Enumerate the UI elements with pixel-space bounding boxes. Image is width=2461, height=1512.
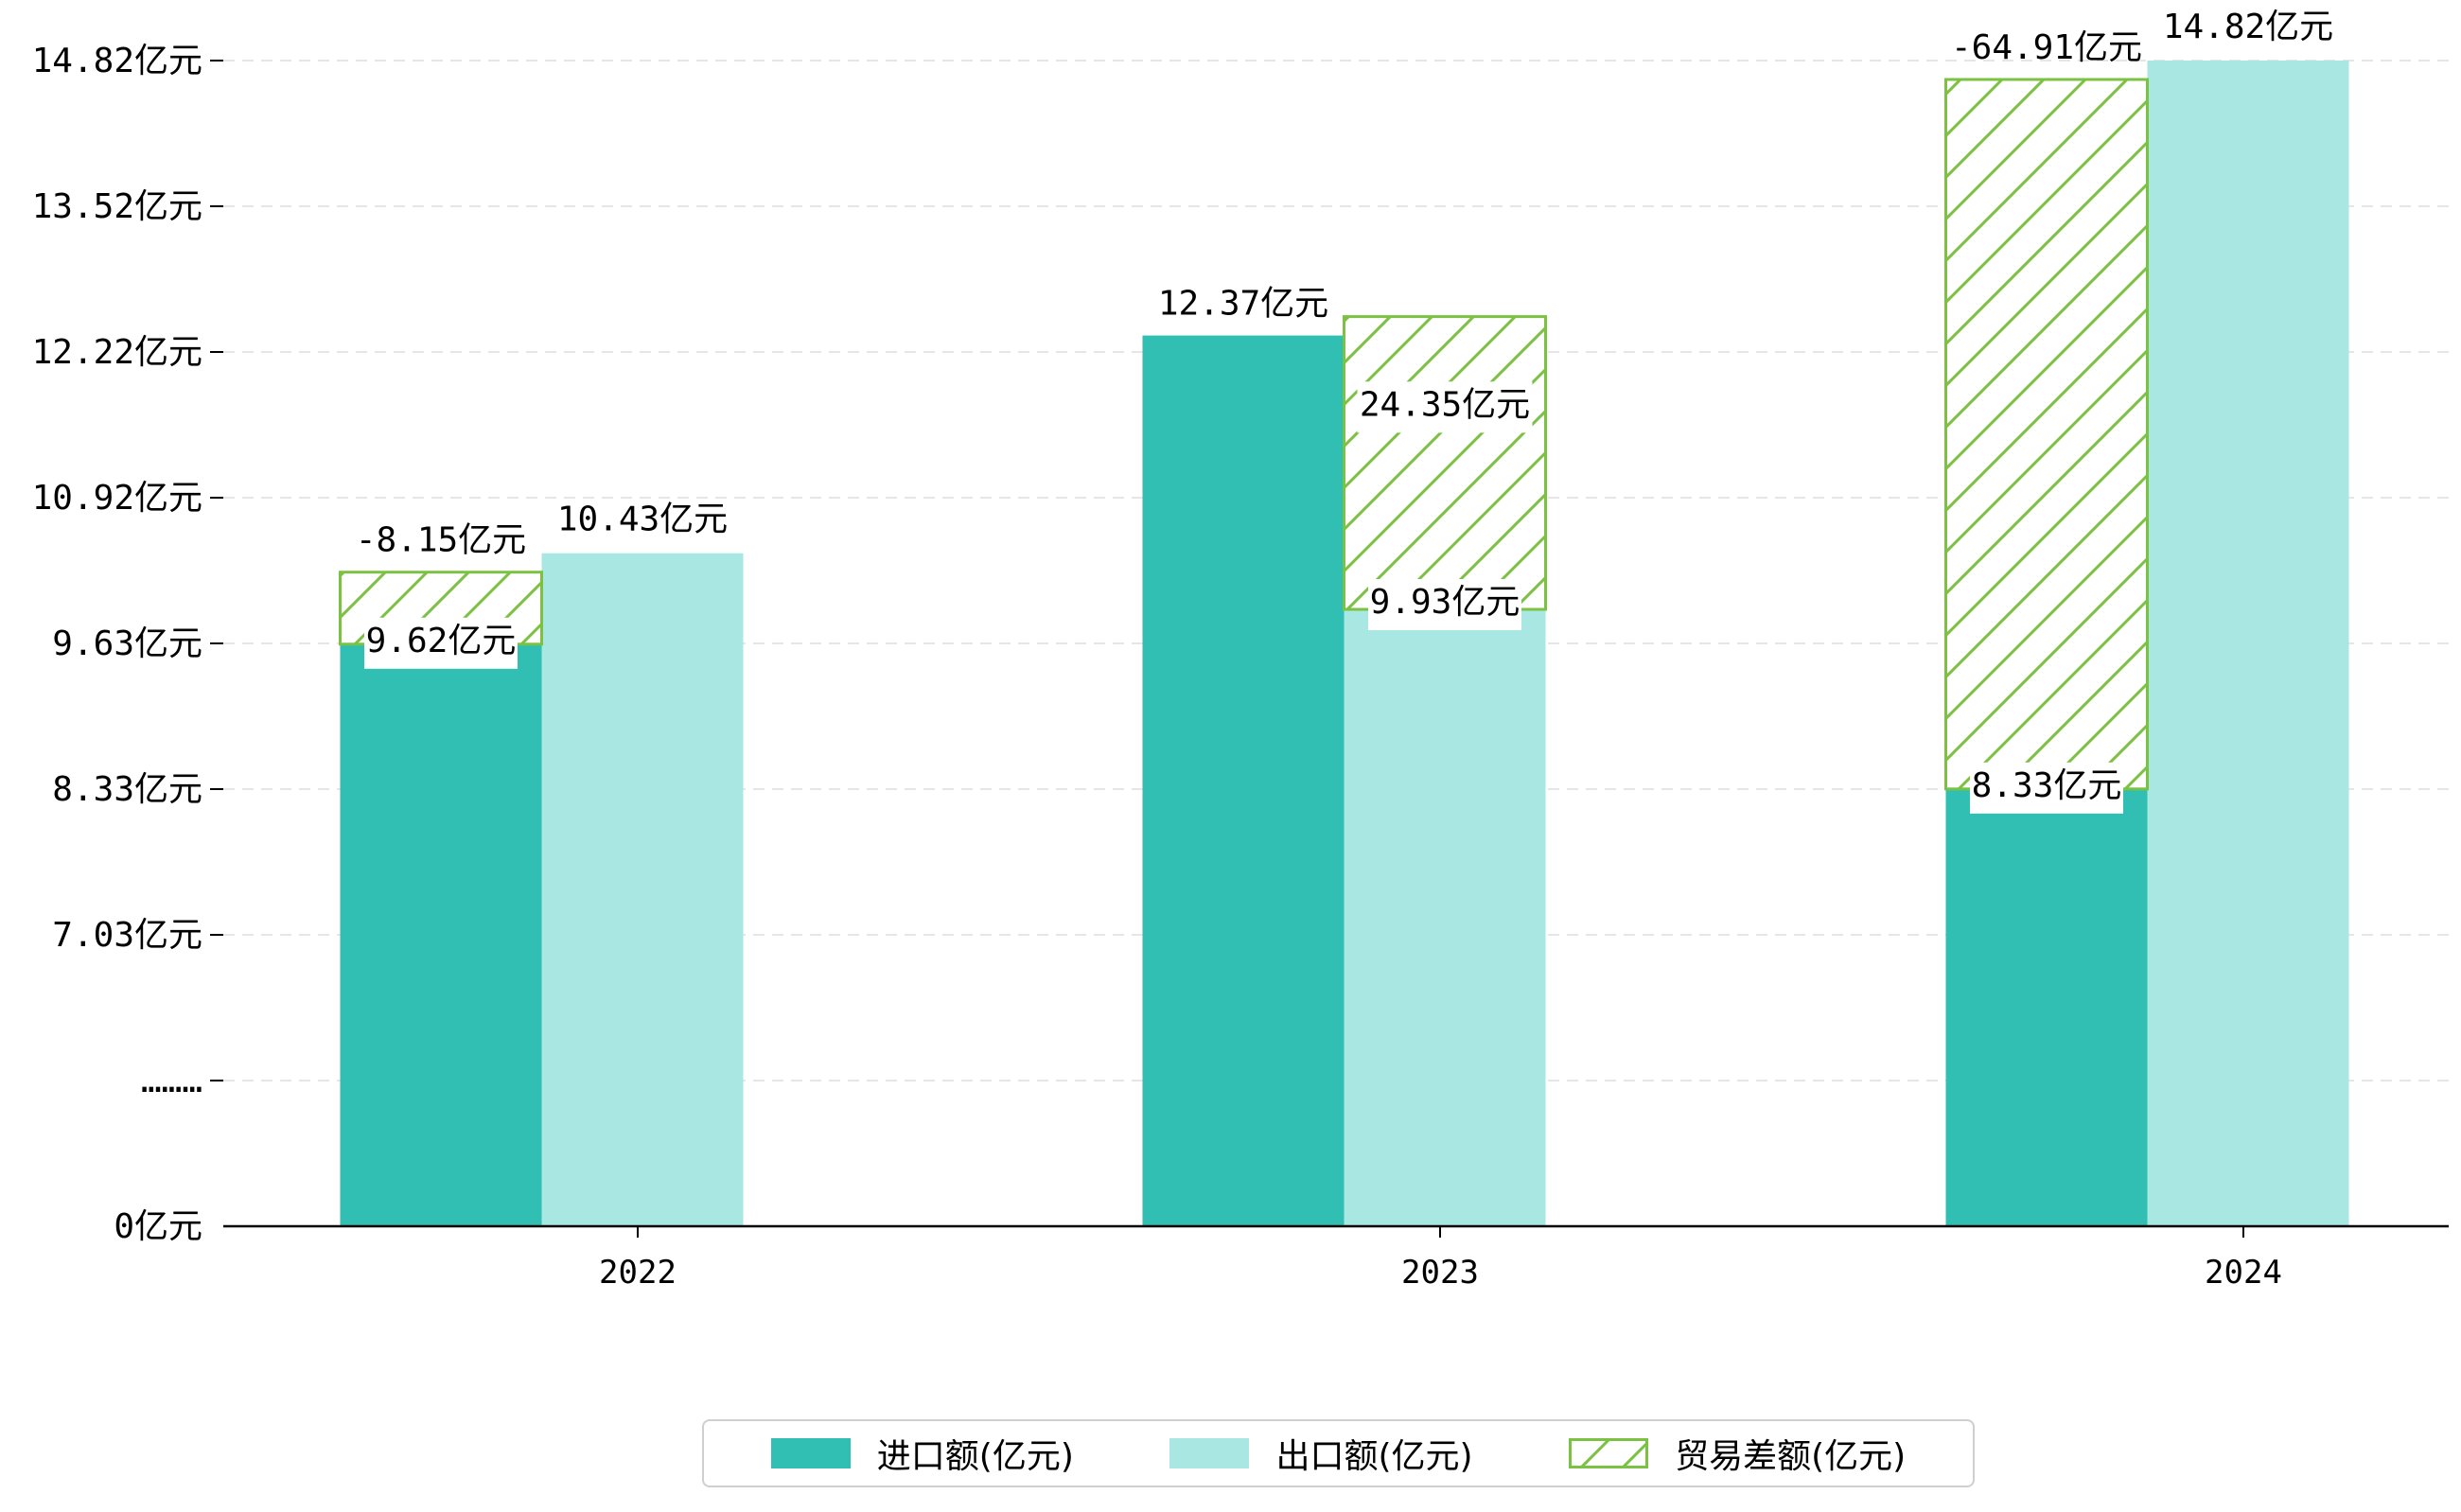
y-tick-label: 9.63亿元 <box>52 624 202 663</box>
legend-label-import: 进口额(亿元) <box>876 1437 1074 1476</box>
label-balance-2024-text: -64.91亿元 <box>1951 28 2142 67</box>
legend-item-balance: 贸易差额(亿元) <box>1569 1429 1906 1478</box>
x-tick-label: 2024 <box>2205 1254 2282 1292</box>
label-balance-2022: -8.15亿元 <box>356 521 526 560</box>
label-export-2024: 14.82亿元 <box>2163 8 2333 46</box>
bar-import-2023 <box>1142 335 1345 1226</box>
legend-item-export: 出口额(亿元) <box>1169 1429 1473 1478</box>
label-balance-2024: -64.91亿元 <box>1951 28 2142 67</box>
legend-label-balance: 贸易差额(亿元) <box>1675 1437 1907 1476</box>
label-import-2023-text: 12.37亿元 <box>1158 285 1328 324</box>
bar-export-2022 <box>541 553 744 1226</box>
legend-swatch-import <box>770 1438 851 1468</box>
y-tick-label: 12.22亿元 <box>32 333 202 372</box>
data-labels: 9.62亿元 10.43亿元 -8.15亿元 12.37亿元 9.93亿元 24.35亿元… <box>356 8 2333 814</box>
bar-import-2022 <box>340 643 542 1226</box>
legend-item-import: 进口额(亿元) <box>770 1429 1074 1478</box>
label-export-2022-text: 10.43亿元 <box>557 501 728 539</box>
y-tick-label: 10.92亿元 <box>32 479 202 518</box>
bar-export-2023 <box>1344 609 1546 1226</box>
legend-swatch-export <box>1169 1438 1250 1468</box>
y-tick-label: 8.33亿元 <box>52 770 202 809</box>
label-export-2024-text: 14.82亿元 <box>2163 8 2333 46</box>
label-import-2022-bg <box>364 617 518 669</box>
label-balance-2023-text: 24.35亿元 <box>1360 385 1530 424</box>
label-import-2023: 12.37亿元 <box>1158 285 1328 324</box>
y-tick-label: 7.03亿元 <box>52 916 202 955</box>
x-tick-label: 2022 <box>599 1254 677 1292</box>
bars <box>339 61 2349 1226</box>
y-tick-label: 0亿元 <box>114 1207 202 1246</box>
label-balance-2022-text: -8.15亿元 <box>356 521 526 560</box>
label-export-2023-text: 9.93亿元 <box>1370 583 1521 622</box>
bar-balance-2024 <box>1944 78 2149 791</box>
label-import-2024: 8.33亿元 <box>1970 762 2123 814</box>
label-export-2022: 10.43亿元 <box>557 501 728 539</box>
label-import-2022-text: 9.62亿元 <box>366 622 517 660</box>
label-import-2024-bg <box>1970 762 2123 814</box>
axes: 0亿元 ……… 7.03亿元 8.33亿元 9.63亿元 10.92亿元 12.22亿元 13… <box>32 42 2449 1292</box>
label-import-2024-text: 8.33亿元 <box>1972 766 2122 805</box>
legend: 进口额(亿元) 出口额(亿元) 贸易差额(亿元) <box>702 1419 1975 1487</box>
y-tick-label: 13.52亿元 <box>32 187 202 226</box>
label-balance-2023-bg <box>1357 381 1533 433</box>
label-balance-2023: 24.35亿元 <box>1357 381 1533 433</box>
bar-balance-2023 <box>1343 315 1547 611</box>
label-export-2023: 9.93亿元 <box>1368 579 1521 631</box>
y-tick-label: ……… <box>141 1062 202 1100</box>
x-tick-label: 2023 <box>1401 1254 1479 1292</box>
bar-export-2024 <box>2147 61 2349 1226</box>
legend-swatch-balance <box>1569 1438 1649 1468</box>
label-export-2023-bg <box>1368 579 1521 631</box>
legend-label-export: 出口额(亿元) <box>1275 1437 1473 1476</box>
label-import-2022: 9.62亿元 <box>364 617 518 669</box>
bar-import-2024 <box>1945 788 2148 1226</box>
y-tick-label: 14.82亿元 <box>32 42 202 80</box>
